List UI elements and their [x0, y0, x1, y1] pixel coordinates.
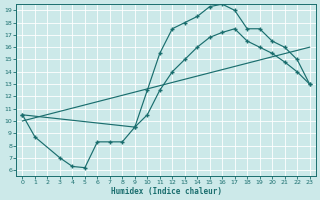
X-axis label: Humidex (Indice chaleur): Humidex (Indice chaleur) [110, 187, 221, 196]
